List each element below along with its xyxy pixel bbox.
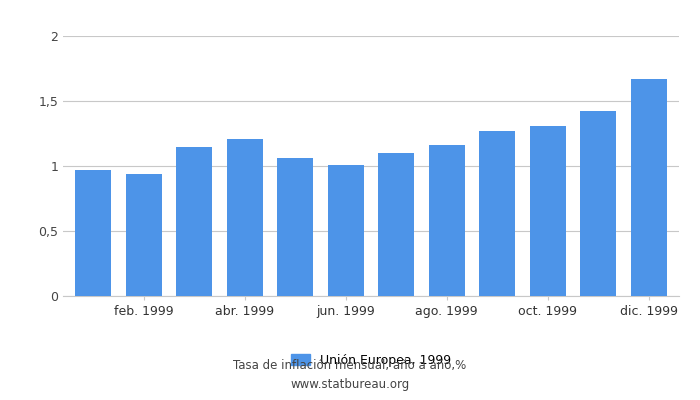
Text: Tasa de inflación mensual, año a año,%: Tasa de inflación mensual, año a año,% <box>233 360 467 372</box>
Bar <box>479 131 515 296</box>
Bar <box>580 111 617 296</box>
Bar <box>125 174 162 296</box>
Bar <box>529 126 566 296</box>
Bar <box>277 158 314 296</box>
Bar <box>227 139 263 296</box>
Bar <box>428 145 465 296</box>
Bar <box>328 165 364 296</box>
Bar <box>378 153 414 296</box>
Bar <box>176 146 213 296</box>
Bar <box>75 170 111 296</box>
Legend: Unión Europea, 1999: Unión Europea, 1999 <box>286 349 456 372</box>
Text: www.statbureau.org: www.statbureau.org <box>290 378 410 391</box>
Bar <box>631 79 667 296</box>
